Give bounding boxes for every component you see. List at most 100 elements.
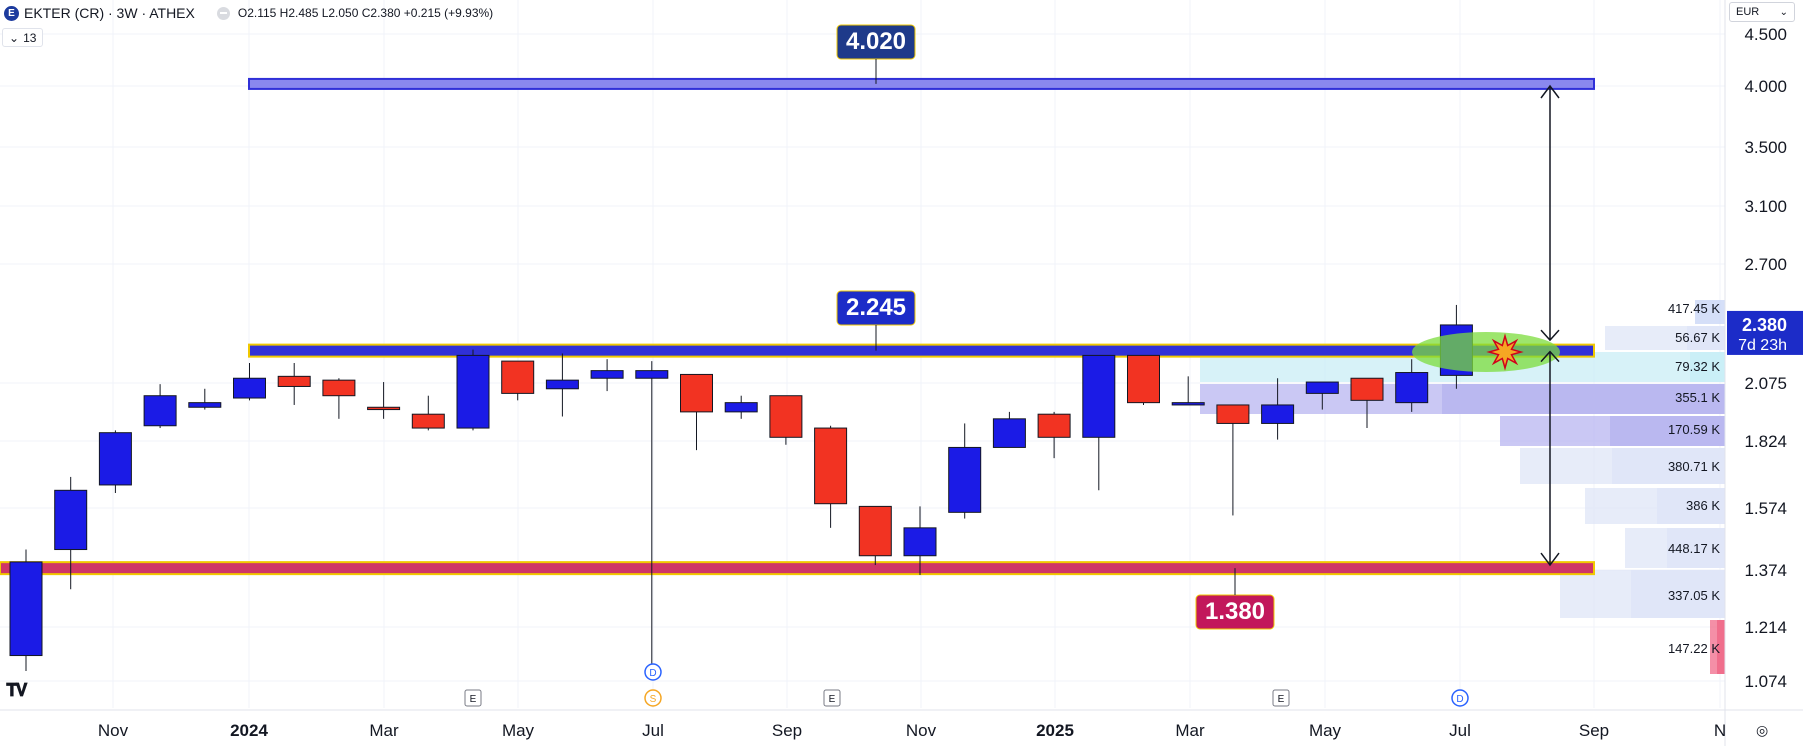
split-event-icon [644, 689, 662, 707]
measure-arrowhead [1540, 350, 1560, 363]
candle-body [858, 505, 892, 557]
volume-profile-bar-highlight [1690, 352, 1725, 382]
volume-profile-bar-highlight [1687, 326, 1725, 350]
change-value: +0.215 (+9.93%) [403, 6, 494, 20]
chevron-down-icon: ⌄ [1779, 6, 1788, 18]
candle-body [233, 377, 266, 399]
candle-body [188, 402, 222, 408]
highlight-ellipse [1412, 332, 1560, 372]
candle-body [1395, 372, 1429, 404]
time-axis-tick-label: Jul [642, 721, 664, 740]
volume-profile-label: 355.1 K [1675, 390, 1720, 405]
time-axis-tick-label: Mar [1175, 721, 1205, 740]
level-bands [0, 77, 1595, 576]
currency-label: EUR [1736, 6, 1760, 18]
candle-body [1171, 402, 1205, 406]
indicators-count: 13 [23, 30, 37, 45]
tradingview-logo-icon[interactable]: 𝐓𝐕 [6, 680, 28, 700]
volume-profile-label: 448.17 K [1668, 541, 1720, 556]
chevron-down-icon: ⌄ [9, 30, 20, 45]
candles [9, 304, 1473, 671]
volume-profile-bar-highlight [1631, 570, 1725, 618]
price-axis-tick-label: 2.700 [1744, 255, 1787, 274]
candle-body [456, 354, 490, 429]
time-axis-tick-label: May [1309, 721, 1342, 740]
support-band-1380 [0, 561, 1595, 576]
price-axis-tick-label: 1.374 [1744, 561, 1787, 580]
candle-body [545, 379, 579, 390]
event-marker-label: S [650, 694, 657, 705]
candle-body [948, 446, 982, 513]
candle-body [322, 379, 356, 397]
earnings-event-icon [823, 689, 841, 707]
volume-profile-bar-highlight [1667, 528, 1725, 568]
volume-profile-label: 417.45 K [1668, 301, 1720, 316]
level-label-1380-text: 1.380 [1205, 598, 1265, 625]
volume-profile-label: 380.71 K [1668, 459, 1720, 474]
volume-profile-bar-highlight [1442, 384, 1725, 414]
candle-body [1261, 404, 1295, 424]
candle-body [992, 418, 1026, 448]
event-marker-label: E [829, 694, 836, 705]
countdown-text: 7d 23h [1738, 337, 1787, 354]
level-label-4020-text: 4.020 [846, 28, 906, 55]
price-axis-tick-label: 1.074 [1744, 672, 1787, 691]
volume-profile-label: 56.67 K [1675, 330, 1720, 345]
event-marker-label: D [649, 668, 656, 679]
volume-profile-label: 170.59 K [1668, 422, 1720, 437]
time-axis-tick-label: 2025 [1036, 721, 1074, 740]
candle-body [1082, 354, 1116, 438]
time-axis-tick-label: 2024 [230, 721, 268, 740]
currency-button[interactable]: EUR ⌄ [1729, 2, 1795, 22]
chart-header: E EKTER (CR) · 3W · ATHEX O2.115 H2.485 … [4, 4, 493, 22]
candle-body [814, 427, 848, 505]
measure-arrowhead [1540, 329, 1560, 342]
minus-icon[interactable] [216, 6, 230, 20]
time-axis-tick-label: Sep [1579, 721, 1609, 740]
event-marker-label: E [1278, 694, 1285, 705]
symbol-logo-icon[interactable]: E [4, 5, 19, 21]
volume-profile-bar-highlight [1610, 416, 1725, 446]
price-axis-tick-label: 4.500 [1744, 25, 1787, 44]
symbol-title[interactable]: EKTER (CR) · 3W · ATHEX [24, 5, 195, 21]
earnings-event-icon [1272, 689, 1290, 707]
ohlc-readout: O2.115 H2.485 L2.050 C2.380 +0.215 (+9.9… [238, 6, 493, 20]
settings-gear-icon[interactable]: ◎ [1756, 722, 1769, 738]
candle-body [411, 413, 445, 429]
event-marker-label: D [1456, 694, 1463, 705]
ohlc-values: O2.115 H2.485 L2.050 C2.380 [237, 6, 401, 20]
event-marker-label: E [470, 694, 477, 705]
candle-body [680, 373, 713, 413]
measure-arrowhead [1540, 84, 1560, 99]
candle-body [1350, 377, 1384, 401]
price-axis-tick-label: 4.000 [1744, 77, 1787, 96]
current-price-text: 2.380 [1742, 315, 1787, 335]
volume-profile-label: 337.05 K [1668, 588, 1720, 603]
level-label-2245-text: 2.245 [846, 294, 906, 321]
candle-body [1305, 381, 1339, 394]
time-axis-tick-label: Sep [772, 721, 802, 740]
candle-body [1127, 354, 1160, 404]
candle-body [98, 432, 132, 486]
measure-arrowhead [1540, 552, 1560, 567]
candle-body [903, 527, 937, 557]
candle-body [9, 561, 43, 657]
candle-body [54, 489, 88, 551]
candle-body [367, 406, 401, 411]
resistance-band-4020 [248, 77, 1595, 90]
candle-body [769, 395, 803, 438]
time-axis-tick-label: Nov [98, 721, 129, 740]
volume-profile-label: 147.22 K [1668, 641, 1720, 656]
earnings-event-icon [464, 689, 482, 707]
time-axis-tick-label: Nov [906, 721, 937, 740]
candle-body [635, 370, 669, 379]
price-axis-tick-label: 2.075 [1744, 374, 1787, 393]
price-axis-tick-label: 1.824 [1744, 432, 1787, 451]
time-axis-tick-label: May [502, 721, 535, 740]
indicators-toggle-button[interactable]: ⌄ 13 [2, 28, 44, 47]
current-price-tag [1727, 310, 1803, 355]
volume-profile-bar-highlight [1612, 448, 1725, 484]
candle-body [1216, 404, 1250, 424]
